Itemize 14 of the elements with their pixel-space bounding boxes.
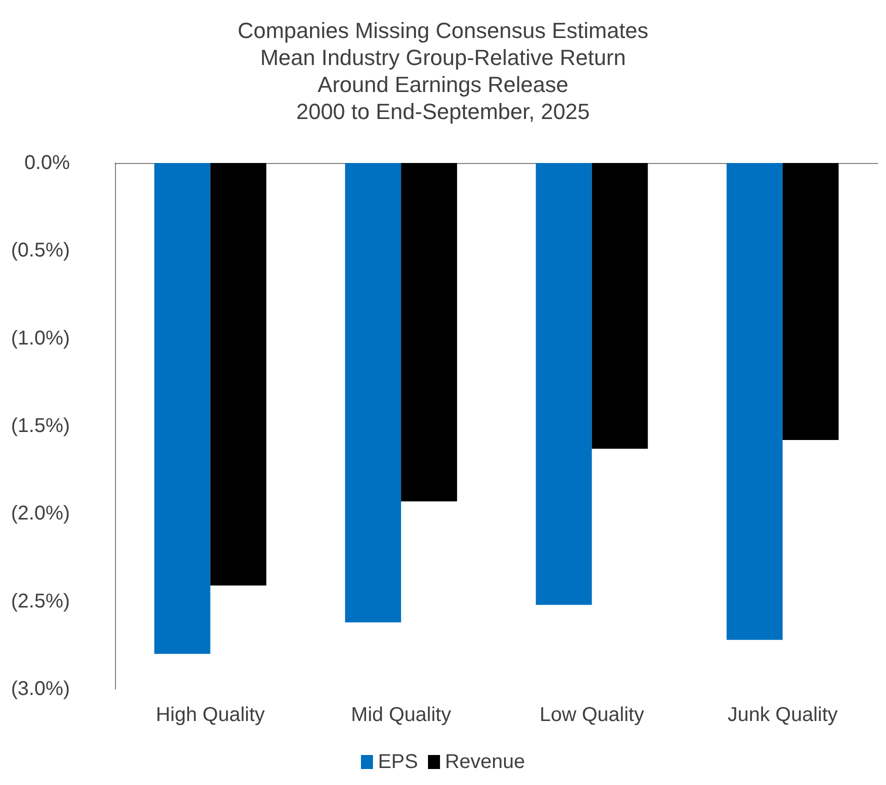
legend-label: Revenue: [444, 751, 526, 773]
x-tick-label: Mid Quality: [351, 704, 452, 726]
y-tick-label: (3.0%): [11, 678, 70, 700]
y-tick-label: (2.0%): [11, 502, 70, 525]
y-tick-label: 0.0%: [24, 152, 70, 174]
legend-label: EPS: [378, 751, 418, 773]
y-tick-label: (1.0%): [11, 327, 70, 350]
x-tick-label: High Quality: [156, 704, 265, 726]
x-tick-label: Junk Quality: [728, 704, 838, 726]
y-tick-label: (1.5%): [11, 415, 70, 437]
y-tick-label: (0.5%): [11, 240, 70, 262]
y-tick-label: (2.5%): [11, 590, 70, 612]
x-tick-label: Low Quality: [540, 704, 644, 726]
chart-title: Companies Missing Consensus Estimates Mean Industry Group-Relative Return Around Earnings Release 2000 to End-September, 2025: [238, 18, 648, 124]
